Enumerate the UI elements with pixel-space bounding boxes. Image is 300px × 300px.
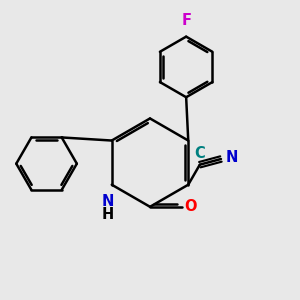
Text: O: O [184,199,197,214]
Text: N: N [101,194,114,209]
Text: N: N [226,150,239,165]
Text: C: C [194,146,205,161]
Text: H: H [101,207,114,222]
Text: F: F [181,13,191,28]
